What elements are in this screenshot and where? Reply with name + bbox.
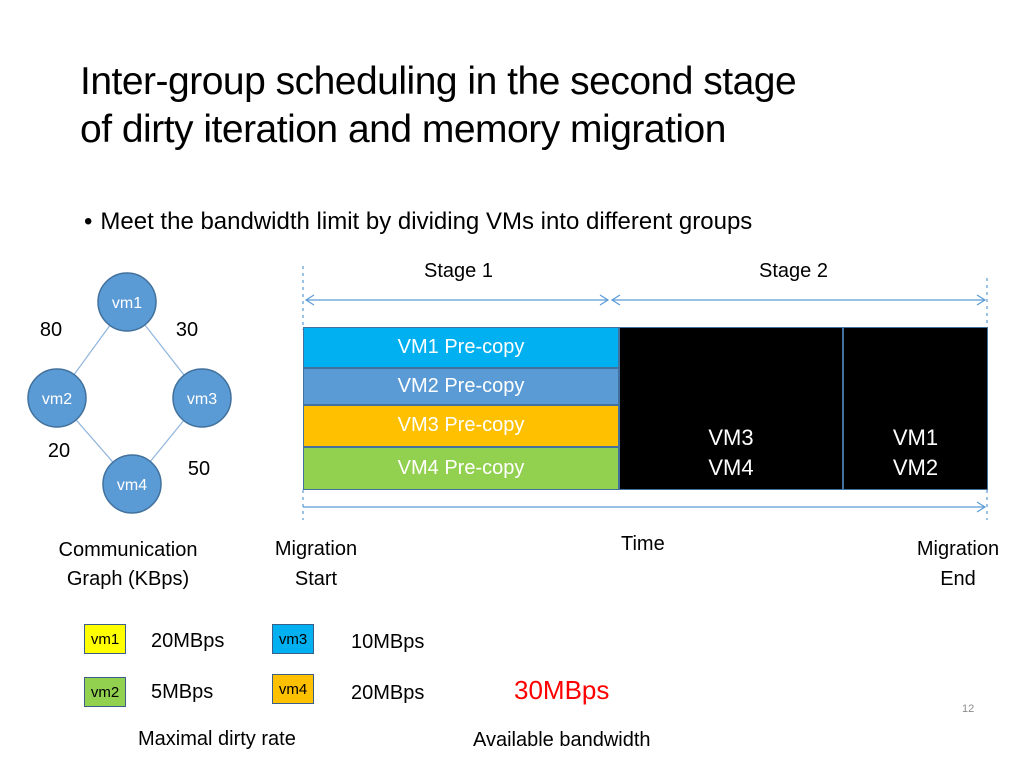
stage1-arrow-left-head <box>304 294 315 306</box>
migration-end-line-1: Migration <box>916 538 1000 560</box>
title-line-2: of dirty iteration and memory migration <box>80 108 726 151</box>
legend-rate-vm2: 5MBps <box>151 681 214 703</box>
vm3-precopy-bar: VM3 Pre-copy <box>303 405 619 447</box>
node-vm1 <box>97 272 157 332</box>
bandwidth-value: 30MBps <box>514 675 610 705</box>
graph-caption-line-2: Graph (KBps) <box>66 568 190 590</box>
graph-caption-line-1: Communication <box>58 539 198 561</box>
graph-caption: Communication Graph (KBps) <box>28 536 228 594</box>
legend-rate-vm3: 10MBps <box>351 631 425 653</box>
migration-start-line-1: Migration <box>274 538 358 560</box>
group2-vm2: VM2 <box>892 455 939 480</box>
dirty-rate-caption: Maximal dirty rate <box>138 728 296 750</box>
stage2-group-2: VM1 VM2 <box>843 327 988 490</box>
legend-swatch-vm4: vm4 <box>272 674 314 704</box>
stage2-arrow-left-head <box>610 294 621 306</box>
bullet-dot-icon: • <box>84 208 93 235</box>
bandwidth-caption: Available bandwidth <box>473 729 651 751</box>
stage2-arrow-right-head <box>976 294 987 306</box>
migration-end-label: Migration End <box>892 534 1024 594</box>
migration-end-line-2: End <box>940 568 976 590</box>
communication-graph: vm1 vm2 vm3 vm4 80 30 20 50 <box>27 272 232 514</box>
time-label: Time <box>621 533 665 555</box>
node-label-vm1: vm1 <box>112 295 142 312</box>
bullet-point: • Meet the bandwidth limit by dividing VM… <box>84 208 752 236</box>
node-label-vm3: vm3 <box>187 391 217 408</box>
node-label-vm4: vm4 <box>117 477 147 494</box>
edge-label-vm3-vm4: 50 <box>188 458 210 480</box>
group1-vm4: VM4 <box>708 455 754 480</box>
page-number: 12 <box>962 703 975 715</box>
time-arrow-head <box>976 501 987 513</box>
stage1-arrow-right-head <box>599 294 610 306</box>
legend-rate-vm1: 20MBps <box>151 630 225 652</box>
legend-swatch-vm1: vm1 <box>84 624 126 654</box>
migration-start-line-2: Start <box>294 568 338 590</box>
group2-vm1: VM1 <box>892 425 939 450</box>
vm1-precopy-bar: VM1 Pre-copy <box>303 327 619 368</box>
legend-rate-vm4: 20MBps <box>351 682 425 704</box>
slide-title: Inter-group scheduling in the second sta… <box>80 58 980 154</box>
edge-label-vm2-vm4: 20 <box>48 440 70 462</box>
title-line-1: Inter-group scheduling in the second sta… <box>80 60 797 103</box>
node-vm2 <box>27 368 87 428</box>
migration-start-label: Migration Start <box>246 534 386 594</box>
vm2-precopy-bar: VM2 Pre-copy <box>303 368 619 405</box>
node-vm3 <box>172 368 232 428</box>
edge-label-vm1-vm2: 80 <box>40 319 62 341</box>
legend-swatch-vm3: vm3 <box>272 624 314 654</box>
stage2-group-1: VM3 VM4 <box>619 327 843 490</box>
stage2-label: Stage 2 <box>759 260 828 282</box>
bullet-text: Meet the bandwidth limit by dividing VMs… <box>100 208 753 235</box>
node-label-vm2: vm2 <box>42 391 72 408</box>
vm4-precopy-bar: VM4 Pre-copy <box>303 447 619 490</box>
group1-vm3: VM3 <box>708 425 754 450</box>
stage1-label: Stage 1 <box>424 260 493 282</box>
legend-swatch-vm2: vm2 <box>84 677 126 707</box>
node-vm4 <box>102 454 162 514</box>
edge-label-vm1-vm3: 30 <box>176 319 198 341</box>
